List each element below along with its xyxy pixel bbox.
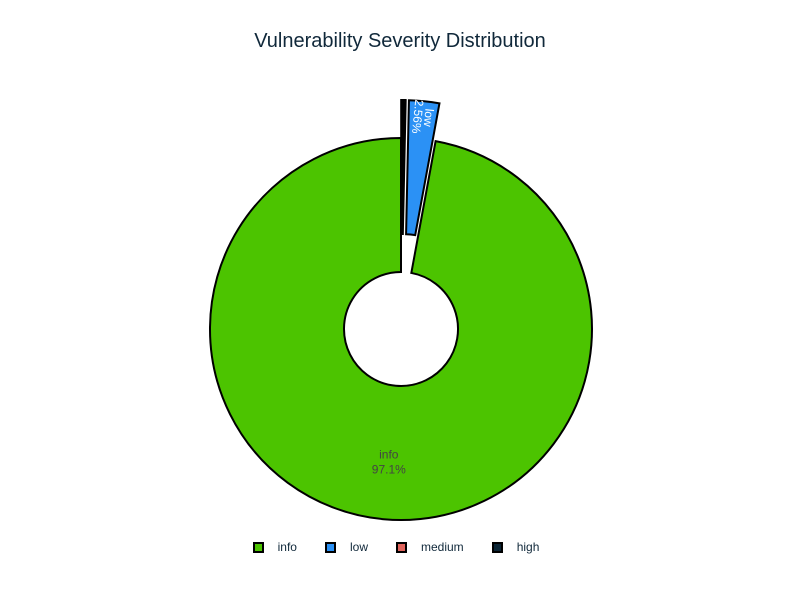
- slice-high[interactable]: [400, 99, 405, 236]
- slice-label-name-low: low: [421, 108, 437, 128]
- slice-label-name-info: info: [379, 447, 399, 461]
- legend-label-high: high: [516, 540, 540, 554]
- legend: info low medium high: [0, 540, 800, 554]
- slice-label-percent-low: 2.56%: [409, 99, 426, 135]
- legend-swatch-high: [491, 541, 503, 553]
- legend-swatch-medium: [396, 541, 407, 553]
- legend-item-info[interactable]: info: [252, 540, 305, 554]
- legend-item-low[interactable]: low: [324, 540, 376, 554]
- legend-swatch-info: [252, 541, 264, 553]
- svg-text:low2.56%: low2.56%: [409, 99, 437, 136]
- legend-item-medium[interactable]: medium: [396, 540, 472, 554]
- donut-slices: [209, 99, 593, 521]
- slice-low[interactable]: [405, 99, 441, 237]
- legend-label-medium: medium: [421, 540, 464, 554]
- slice-label-low: low2.56%: [409, 99, 437, 136]
- chart-title: Vulnerability Severity Distribution: [254, 30, 546, 52]
- slice-label-percent-info: 97.1%: [372, 462, 406, 476]
- legend-label-info: info: [277, 540, 297, 554]
- legend-label-low: low: [349, 540, 368, 554]
- legend-swatch-low: [324, 541, 336, 553]
- slice-info[interactable]: [209, 136, 593, 521]
- legend-item-high[interactable]: high: [491, 540, 548, 554]
- slice-label-info: info 97.1%: [372, 447, 406, 476]
- slice-labels: info 97.1% low2.56%: [372, 99, 437, 476]
